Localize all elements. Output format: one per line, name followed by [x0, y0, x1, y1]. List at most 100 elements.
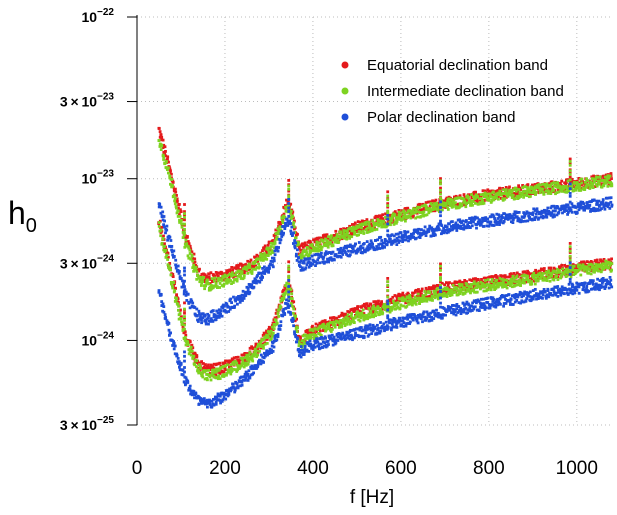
data-point	[517, 196, 521, 199]
data-point	[275, 237, 279, 241]
data-point	[570, 185, 574, 189]
data-point	[198, 312, 201, 316]
data-point	[325, 242, 328, 245]
data-point	[473, 218, 476, 221]
data-point	[353, 249, 357, 253]
data-point	[315, 261, 319, 265]
data-point	[207, 366, 211, 370]
data-point	[579, 203, 583, 207]
data-point	[486, 288, 490, 292]
data-point	[484, 216, 488, 219]
data-point	[172, 341, 176, 345]
data-point	[497, 213, 501, 217]
data-point	[462, 227, 466, 231]
data-point	[188, 245, 192, 248]
data-point	[475, 286, 478, 290]
data-point	[339, 319, 342, 323]
data-point	[386, 202, 390, 205]
data-point	[260, 278, 263, 282]
data-point	[504, 284, 508, 287]
data-point	[195, 277, 199, 281]
data-point	[545, 209, 549, 213]
data-point	[183, 231, 186, 235]
data-point	[341, 234, 345, 238]
data-point	[315, 330, 318, 333]
data-point	[277, 308, 281, 312]
data-point	[339, 227, 342, 231]
data-point	[526, 219, 530, 223]
data-point	[282, 297, 286, 301]
data-point	[598, 175, 602, 179]
data-point	[296, 232, 299, 236]
data-point	[443, 283, 446, 287]
data-point	[217, 308, 221, 312]
data-point	[183, 301, 186, 305]
data-point	[266, 246, 269, 250]
data-point	[163, 313, 167, 316]
data-point	[514, 186, 518, 190]
data-point	[464, 290, 468, 294]
data-point	[580, 260, 583, 264]
data-point	[289, 302, 293, 305]
data-point	[267, 336, 270, 339]
data-point	[493, 217, 496, 220]
data-point	[232, 382, 235, 386]
data-point	[183, 279, 186, 283]
data-point	[377, 306, 380, 310]
data-point	[211, 368, 215, 372]
data-point	[229, 363, 233, 367]
data-point	[239, 277, 243, 280]
data-point	[478, 202, 482, 206]
data-point	[292, 307, 296, 311]
data-point	[255, 275, 259, 279]
data-point	[610, 182, 614, 186]
data-point	[271, 256, 274, 260]
data-point	[162, 234, 165, 238]
data-point	[597, 263, 601, 267]
data-point	[315, 335, 319, 339]
data-point	[574, 206, 578, 209]
data-point	[157, 221, 161, 224]
data-point	[214, 395, 217, 399]
data-point	[247, 360, 251, 363]
data-point	[598, 203, 602, 207]
data-point	[445, 290, 449, 293]
data-point	[479, 280, 483, 284]
data-point	[204, 318, 207, 322]
data-point	[501, 192, 505, 195]
data-point	[385, 243, 389, 247]
data-point	[446, 199, 449, 203]
data-point	[262, 337, 266, 341]
data-point	[550, 272, 554, 276]
data-point	[204, 363, 207, 366]
data-point	[215, 285, 219, 288]
data-point	[510, 196, 514, 199]
data-point	[356, 307, 359, 311]
data-point	[348, 253, 352, 257]
data-point	[475, 223, 478, 226]
data-point	[186, 379, 190, 383]
data-point	[348, 310, 352, 314]
data-point	[299, 265, 302, 269]
data-point	[184, 238, 188, 242]
data-point	[186, 343, 190, 346]
data-point	[357, 233, 360, 237]
data-point	[364, 228, 368, 232]
data-point	[568, 192, 572, 195]
data-point	[439, 203, 442, 207]
data-point	[272, 256, 276, 260]
data-point	[258, 257, 261, 261]
data-point	[462, 281, 465, 284]
data-point	[163, 225, 166, 229]
data-point	[157, 289, 161, 292]
data-point	[404, 297, 407, 301]
data-point	[585, 265, 589, 269]
data-point	[222, 284, 225, 288]
data-point	[332, 234, 336, 237]
data-point	[306, 332, 310, 336]
data-point	[303, 257, 307, 261]
data-point	[293, 312, 297, 316]
data-point	[491, 276, 494, 279]
data-point	[494, 274, 498, 277]
data-point	[460, 203, 464, 207]
